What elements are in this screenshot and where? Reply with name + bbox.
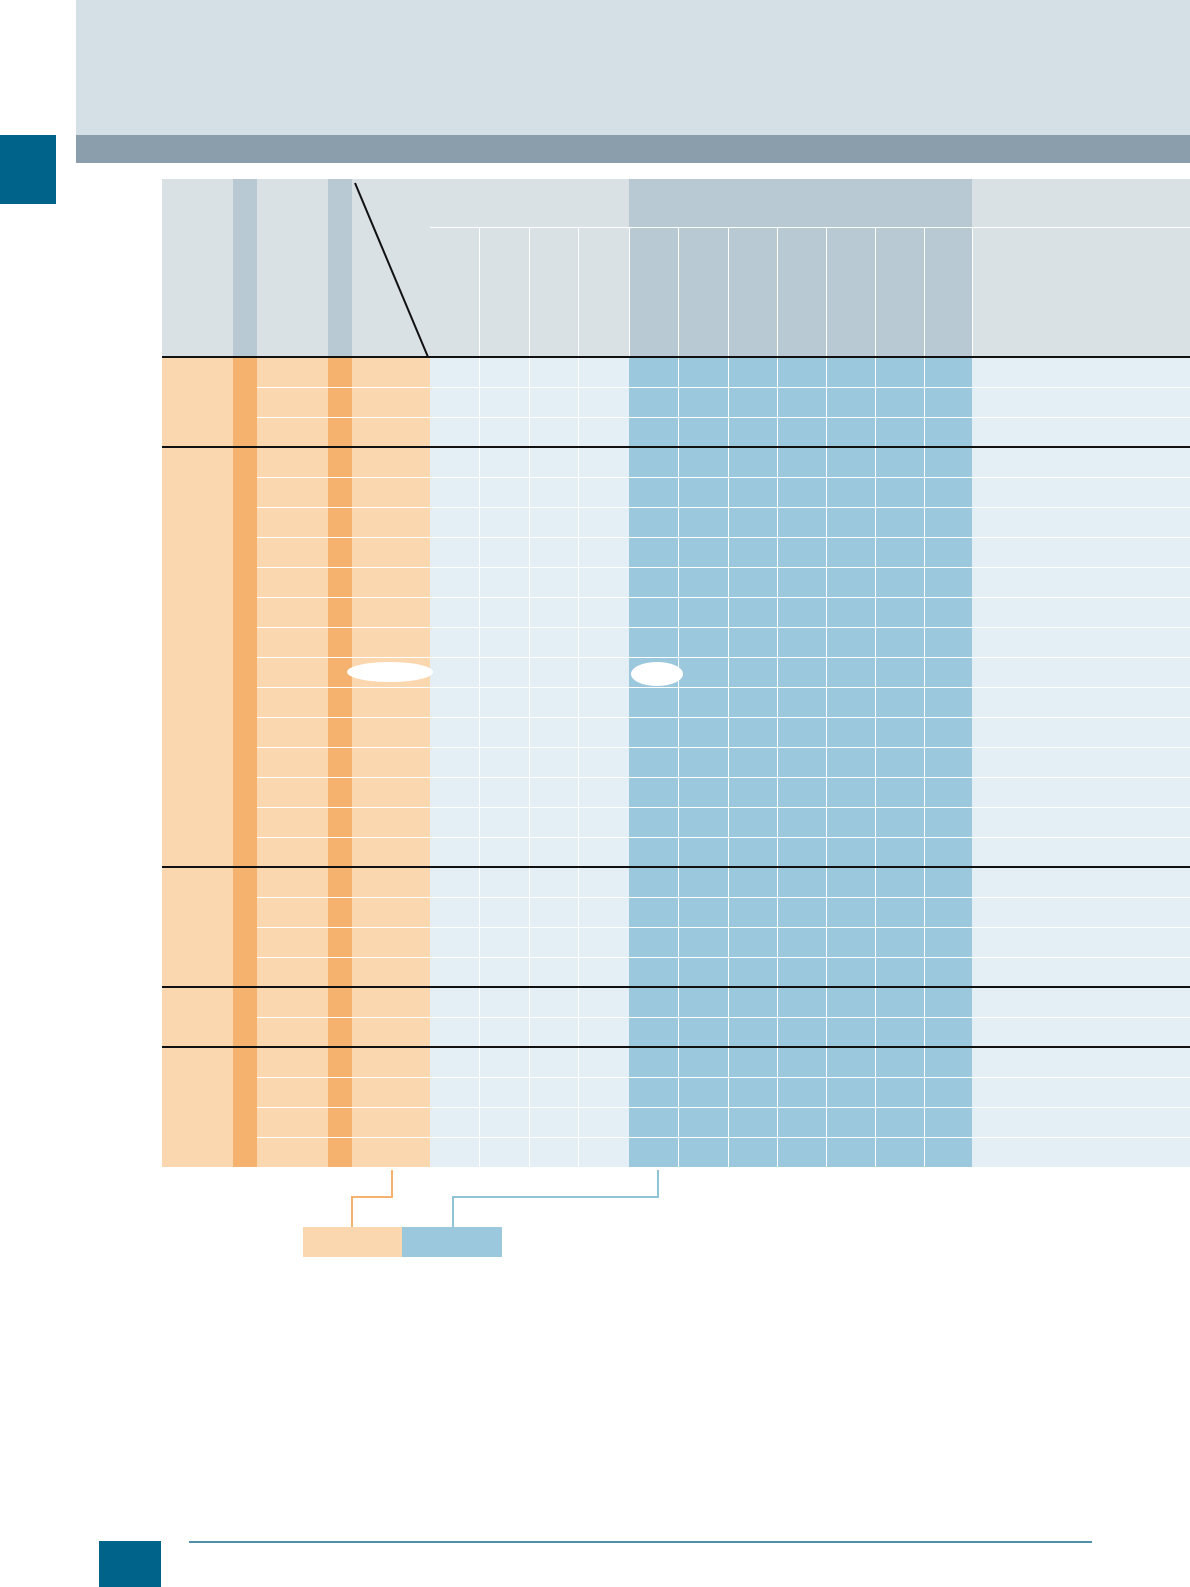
row-divider — [257, 777, 1190, 778]
group-divider — [162, 866, 1190, 868]
row-sublabel-cell — [352, 357, 430, 1167]
header-divider — [479, 227, 480, 357]
column-divider — [529, 357, 530, 1167]
footer-rule — [189, 1541, 1092, 1543]
group-divider — [162, 986, 1190, 988]
legend-connector-orange — [391, 1170, 393, 1198]
column-divider — [578, 357, 579, 1167]
row-divider — [257, 897, 1190, 898]
header-group-3 — [972, 179, 1190, 357]
row-divider — [257, 1137, 1190, 1138]
header-divider — [924, 227, 925, 357]
row-divider — [257, 687, 1190, 688]
header-cell — [328, 179, 352, 357]
row-divider — [257, 1017, 1190, 1018]
header-cell — [233, 179, 257, 357]
row-divider — [257, 837, 1190, 838]
legend-orange — [303, 1227, 402, 1257]
row-divider — [257, 537, 1190, 538]
highlight-marker — [347, 662, 433, 682]
row-divider — [257, 747, 1190, 748]
row-divider — [257, 387, 1190, 388]
column-divider — [875, 357, 876, 1167]
header-cell — [257, 179, 328, 357]
header-divider — [430, 227, 1190, 228]
legend-blue — [402, 1227, 502, 1257]
header-band — [76, 0, 1190, 135]
group-divider — [162, 356, 1190, 358]
page-number-box — [99, 1541, 161, 1587]
legend-connector-blue — [452, 1196, 454, 1227]
row-divider — [257, 1077, 1190, 1078]
highlight-marker — [631, 662, 683, 686]
group-label-cell — [162, 357, 233, 1167]
row-divider — [257, 567, 1190, 568]
corner-diagonal — [354, 182, 429, 357]
legend-connector-blue — [657, 1170, 659, 1198]
row-divider — [257, 657, 1190, 658]
header-divider — [826, 227, 827, 357]
header-divider — [529, 227, 530, 357]
notes-area — [972, 357, 1190, 1167]
header-divider — [875, 227, 876, 357]
header-divider — [972, 227, 973, 357]
column-divider — [728, 357, 729, 1167]
header-divider — [728, 227, 729, 357]
group-divider — [162, 1046, 1190, 1048]
row-divider — [257, 627, 1190, 628]
row-divider — [257, 507, 1190, 508]
legend-connector-orange — [351, 1196, 353, 1227]
column-divider — [924, 357, 925, 1167]
row-divider — [257, 597, 1190, 598]
chapter-tab — [0, 135, 56, 204]
row-divider — [257, 957, 1190, 958]
header-divider — [629, 227, 630, 357]
legend-connector-blue — [452, 1196, 659, 1198]
column-divider — [479, 357, 480, 1167]
row-divider — [257, 417, 1190, 418]
header-group-2 — [629, 179, 972, 357]
row-divider — [257, 717, 1190, 718]
row-label-cell — [257, 357, 328, 1167]
column-divider — [826, 357, 827, 1167]
row-divider — [257, 1107, 1190, 1108]
column-divider — [678, 357, 679, 1167]
header-divider — [578, 227, 579, 357]
column-divider — [777, 357, 778, 1167]
row-divider — [257, 807, 1190, 808]
header-cell — [162, 179, 233, 357]
legend-connector-orange — [351, 1196, 393, 1198]
blue-data-area — [629, 357, 972, 1167]
header-bar — [76, 135, 1190, 163]
row-strip — [328, 357, 352, 1167]
comparison-table — [162, 179, 1190, 1169]
row-divider — [257, 477, 1190, 478]
header-divider — [678, 227, 679, 357]
group-divider — [162, 446, 1190, 448]
group-strip — [233, 357, 257, 1167]
header-divider — [777, 227, 778, 357]
row-divider — [257, 927, 1190, 928]
